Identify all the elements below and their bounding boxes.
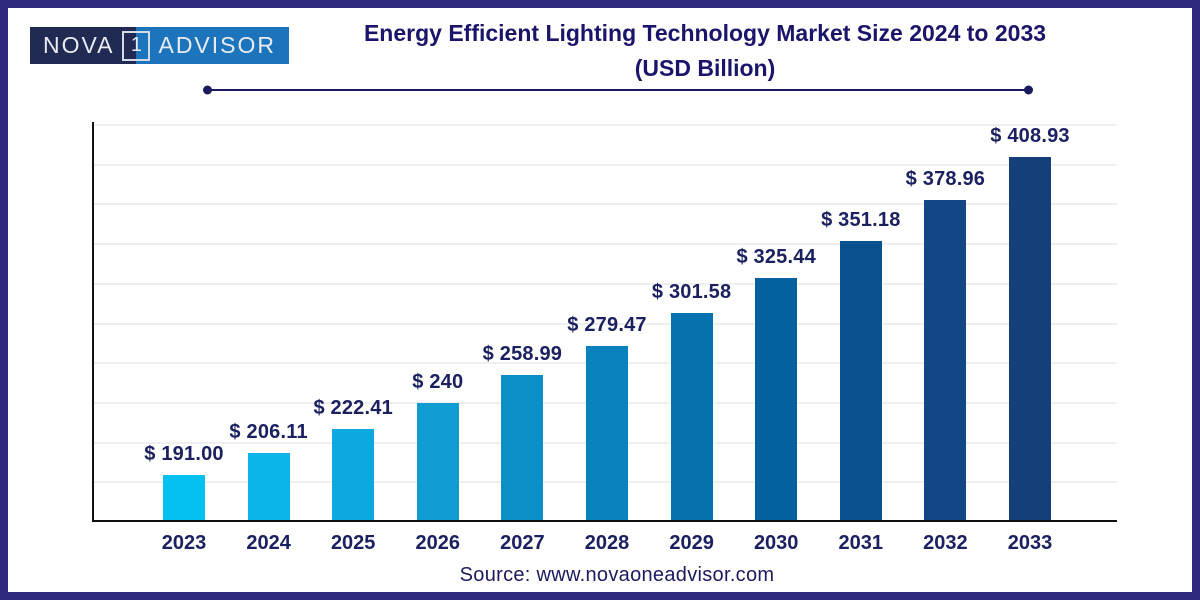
bar-group-2029: $ 301.58 2029 — [652, 122, 731, 554]
bar-value-label-2029: $ 301.58 — [651, 281, 732, 304]
x-tick-label-2028: 2028 — [584, 532, 630, 554]
bar-2027 — [501, 375, 544, 520]
x-tick-label-2024: 2024 — [246, 532, 291, 554]
bar-2029 — [670, 313, 713, 520]
bar-group-2030: $ 325.44 2030 — [736, 122, 815, 554]
logo: NOVA 1 ADVISOR — [30, 27, 290, 64]
gridline — [94, 163, 1117, 166]
bar-group-2027: $ 258.99 2027 — [483, 122, 562, 554]
bar-chart-plot-area: $ 191.00 2023 $ 206.11 2024 $ 222.41 2025 $ 24… — [92, 122, 1117, 554]
x-tick-label-2032: 2032 — [923, 532, 968, 554]
x-tick-label-2029: 2029 — [669, 532, 714, 554]
bar-value-label-2026: $ 240 — [412, 371, 464, 394]
rule-right-endpoint-dot — [1024, 85, 1033, 95]
bar-2026 — [416, 403, 459, 520]
bar-2033 — [1009, 156, 1051, 520]
x-tick-label-2025: 2025 — [330, 532, 376, 554]
logo-advisor-text: ADVISOR — [136, 27, 290, 64]
chart-title: Energy Efficient Lighting Technology Mar… — [363, 20, 1047, 46]
bar-value-label-2032: $ 378.96 — [905, 168, 986, 191]
bar-value-label-2024: $ 206.11 — [229, 420, 308, 443]
x-tick-label-2026: 2026 — [415, 532, 461, 554]
chart-subtitle: (USD Billion) — [634, 55, 776, 81]
bar-group-2033: $ 408.93 2033 — [990, 122, 1069, 554]
x-tick-label-2023: 2023 — [161, 532, 207, 554]
bar-value-label-2028: $ 279.47 — [567, 313, 647, 336]
bar-value-label-2030: $ 325.44 — [736, 246, 816, 269]
bar-value-label-2027: $ 258.99 — [482, 343, 563, 366]
bar-2028 — [586, 345, 628, 520]
bar-group-2026: $ 240 2026 — [412, 122, 463, 554]
x-tick-label-2027: 2027 — [500, 532, 545, 554]
rule-left-endpoint-dot — [203, 85, 212, 95]
bar-value-label-2025: $ 222.41 — [313, 396, 393, 419]
gridline — [94, 124, 1117, 126]
bar-group-2025: $ 222.41 2025 — [313, 122, 392, 554]
chart-title-block: Energy Efficient Lighting Technology Mar… — [238, 20, 1172, 82]
bar-value-label-2031: $ 351.18 — [821, 208, 901, 231]
x-tick-label-2030: 2030 — [753, 532, 799, 554]
bar-group-2031: $ 351.18 2031 — [821, 122, 900, 554]
gridline — [94, 203, 1117, 206]
gridline — [94, 282, 1117, 285]
gridline — [94, 243, 1117, 246]
logo-one-badge: 1 — [122, 30, 151, 61]
gridline — [94, 322, 1117, 325]
bar-2032 — [924, 200, 967, 520]
bar-group-2024: $ 206.11 2024 — [229, 122, 307, 554]
x-tick-label-2033: 2033 — [1007, 532, 1053, 554]
bar-group-2023: $ 191.00 2023 — [144, 122, 223, 554]
logo-nova-text: NOVA — [30, 27, 137, 64]
bar-value-label-2033: $ 408.93 — [990, 124, 1070, 147]
title-underline-rule — [203, 85, 1033, 95]
bar-2031 — [839, 240, 882, 520]
bar-2030 — [755, 278, 798, 520]
bar-2023 — [163, 474, 205, 520]
bar-2025 — [332, 428, 375, 520]
x-tick-label-2031: 2031 — [838, 532, 884, 554]
bar-value-label-2023: $ 191.00 — [144, 442, 224, 465]
bar-group-2028: $ 279.47 2028 — [567, 122, 646, 554]
bar-group-2032: $ 378.96 2032 — [906, 122, 985, 554]
bar-2024 — [247, 452, 290, 520]
source-attribution: Source: www.novaoneadvisor.com — [459, 564, 775, 586]
